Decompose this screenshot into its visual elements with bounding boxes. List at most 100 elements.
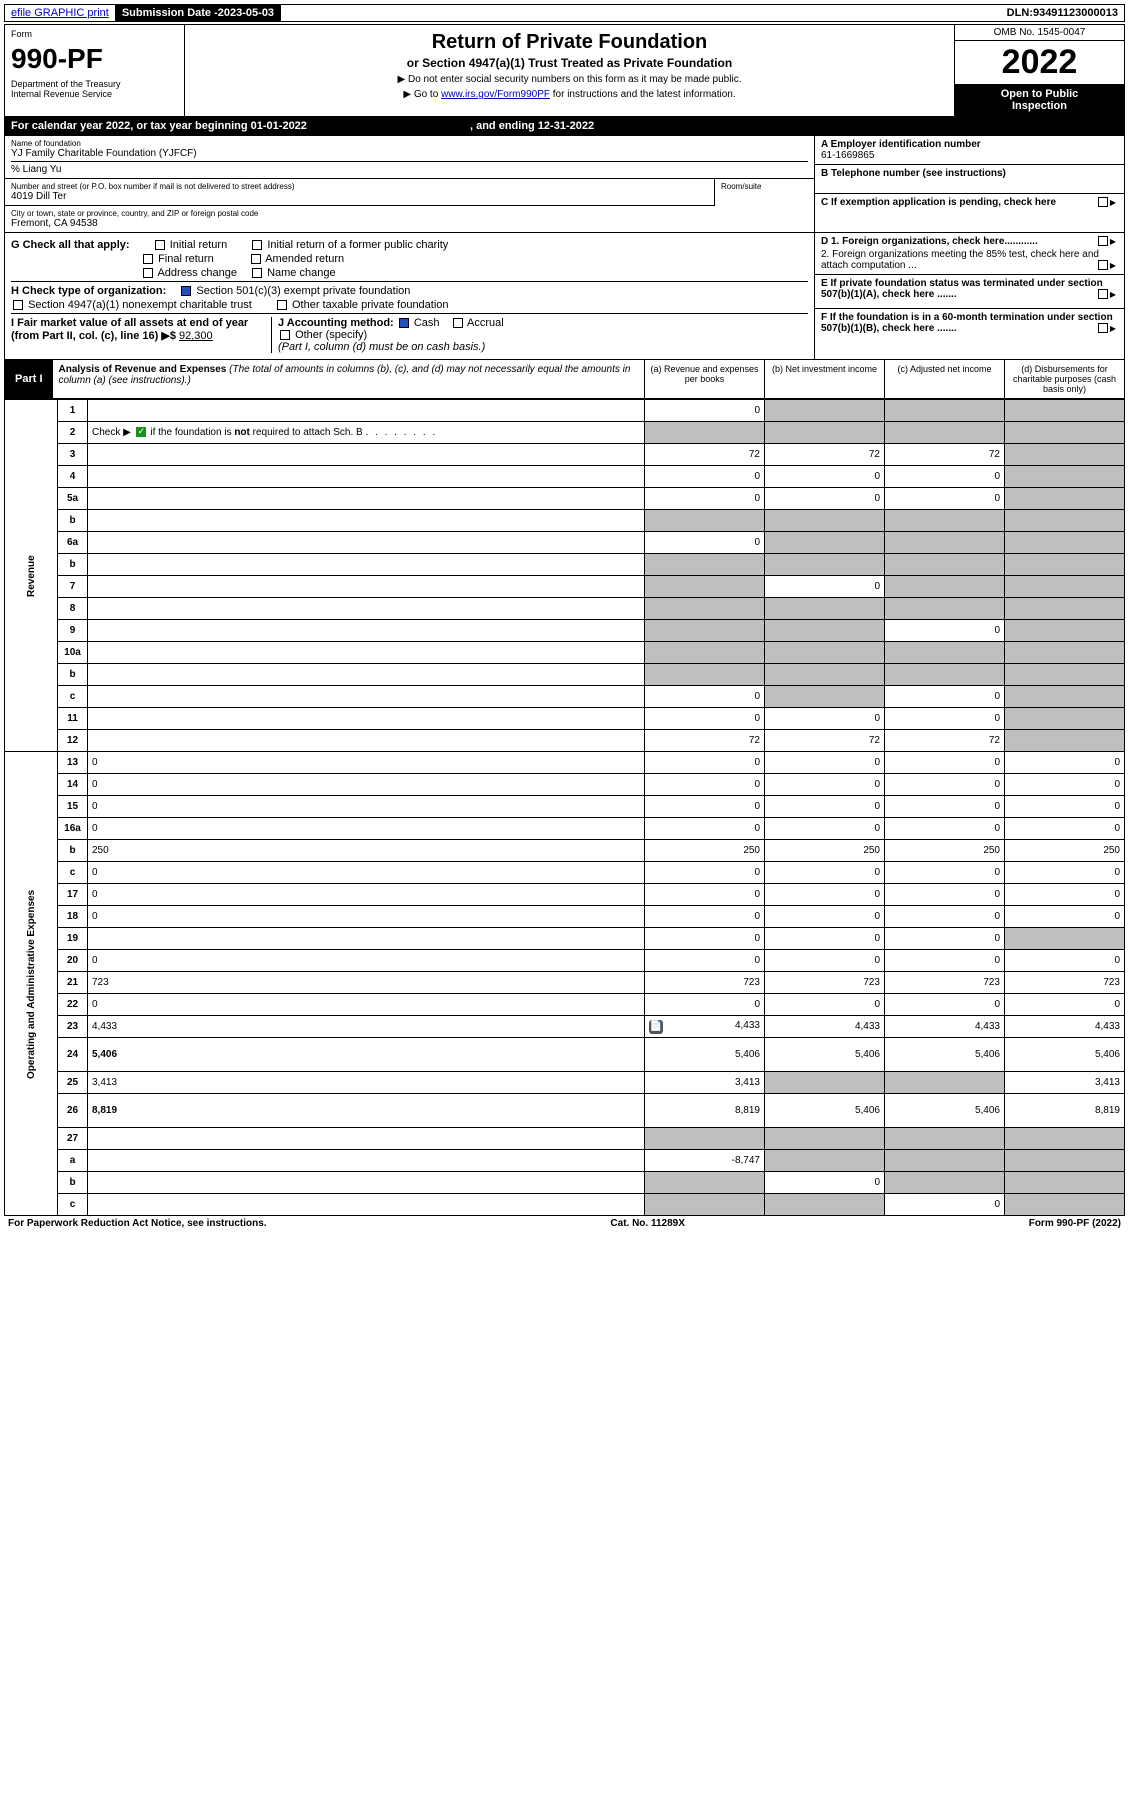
footer-left: For Paperwork Reduction Act Notice, see … bbox=[8, 1218, 267, 1229]
cell-col-d: 3,413 bbox=[1005, 1072, 1125, 1094]
g-row: G Check all that apply: Initial return I… bbox=[11, 239, 808, 251]
form-link[interactable]: www.irs.gov/Form990PF bbox=[441, 89, 550, 100]
cell-col-d: 8,819 bbox=[1005, 1094, 1125, 1128]
address-change-checkbox[interactable] bbox=[143, 268, 153, 278]
cell-col-a: 0 bbox=[645, 774, 765, 796]
table-row: 21723723723723723 bbox=[5, 972, 1125, 994]
table-row: 6a0 bbox=[5, 532, 1125, 554]
foreign-org-checkbox[interactable] bbox=[1098, 236, 1108, 246]
cell-col-c: 72 bbox=[885, 730, 1005, 752]
line-description: Check ▶ if the foundation is not require… bbox=[88, 422, 645, 444]
line-description bbox=[88, 1172, 645, 1194]
cell-col-c bbox=[885, 510, 1005, 532]
submission-date: Submission Date - 2023-05-03 bbox=[116, 5, 281, 21]
cell-col-a: 0 bbox=[645, 466, 765, 488]
line-number: 18 bbox=[58, 906, 88, 928]
exemption-pending-checkbox[interactable] bbox=[1098, 197, 1108, 207]
cell-col-d: 0 bbox=[1005, 774, 1125, 796]
cell-col-c bbox=[885, 422, 1005, 444]
col-d-header: (d) Disbursements for charitable purpose… bbox=[1004, 360, 1124, 398]
form-number: 990-PF bbox=[11, 43, 178, 75]
ein-value: 61-1669865 bbox=[821, 150, 1118, 161]
entity-info: Name of foundation YJ Family Charitable … bbox=[4, 136, 1125, 233]
cell-col-c: 0 bbox=[885, 620, 1005, 642]
f-cell: F If the foundation is in a 60-month ter… bbox=[815, 309, 1124, 343]
cell-col-b bbox=[765, 422, 885, 444]
line-number: b bbox=[58, 1172, 88, 1194]
cell-col-a: 723 bbox=[645, 972, 765, 994]
line-description: 0 bbox=[88, 752, 645, 774]
table-row: b bbox=[5, 554, 1125, 576]
line-number: 15 bbox=[58, 796, 88, 818]
cell-col-b bbox=[765, 1072, 885, 1094]
cell-col-a bbox=[645, 1194, 765, 1216]
cell-col-d bbox=[1005, 730, 1125, 752]
line-number: c bbox=[58, 1194, 88, 1216]
cell-col-b: 723 bbox=[765, 972, 885, 994]
table-row: 19000 bbox=[5, 928, 1125, 950]
cell-col-d bbox=[1005, 1128, 1125, 1150]
cell-col-c: 0 bbox=[885, 774, 1005, 796]
cell-col-c: 0 bbox=[885, 752, 1005, 774]
city-state-zip: Fremont, CA 94538 bbox=[11, 218, 808, 229]
name-change-checkbox[interactable] bbox=[252, 268, 262, 278]
line-number: 12 bbox=[58, 730, 88, 752]
cell-col-c: 0 bbox=[885, 686, 1005, 708]
cell-col-d bbox=[1005, 532, 1125, 554]
table-row: 70 bbox=[5, 576, 1125, 598]
cell-col-c: 0 bbox=[885, 488, 1005, 510]
cell-col-d bbox=[1005, 510, 1125, 532]
schb-not-required-checkbox[interactable] bbox=[136, 427, 146, 437]
60month-termination-checkbox[interactable] bbox=[1098, 323, 1108, 333]
line-number: a bbox=[58, 1150, 88, 1172]
cell-col-c: 0 bbox=[885, 466, 1005, 488]
cell-col-a: 0 bbox=[645, 862, 765, 884]
table-row: 27 bbox=[5, 1128, 1125, 1150]
cell-col-b bbox=[765, 664, 885, 686]
omb-number: OMB No. 1545-0047 bbox=[955, 25, 1124, 41]
final-return-checkbox[interactable] bbox=[143, 254, 153, 264]
cell-col-b: 5,406 bbox=[765, 1094, 885, 1128]
cell-col-d bbox=[1005, 598, 1125, 620]
foreign-85pct-checkbox[interactable] bbox=[1098, 260, 1108, 270]
line-number: c bbox=[58, 686, 88, 708]
year-block: OMB No. 1545-0047 2022 Open to PublicIns… bbox=[954, 25, 1124, 116]
g-row-2: Final return Amended return bbox=[141, 253, 808, 265]
dln: DLN: 93491123000013 bbox=[1001, 5, 1124, 21]
table-row: a-8,747 bbox=[5, 1150, 1125, 1172]
city-cell: City or town, state or province, country… bbox=[5, 206, 814, 232]
table-row: 23 4,433📄4,4334,4334,4334,433 bbox=[5, 1016, 1125, 1038]
cell-col-c: 0 bbox=[885, 796, 1005, 818]
initial-return-checkbox[interactable] bbox=[155, 240, 165, 250]
cell-col-c: 72 bbox=[885, 444, 1005, 466]
dept: Department of the Treasury bbox=[11, 79, 178, 89]
cell-col-b: 0 bbox=[765, 708, 885, 730]
cell-col-d bbox=[1005, 444, 1125, 466]
line-number: 24 bbox=[58, 1038, 88, 1072]
amended-return-checkbox[interactable] bbox=[251, 254, 261, 264]
other-method-checkbox[interactable] bbox=[280, 330, 290, 340]
line-number: 16a bbox=[58, 818, 88, 840]
4947a1-checkbox[interactable] bbox=[13, 300, 23, 310]
line-number: b bbox=[58, 664, 88, 686]
line-description bbox=[88, 466, 645, 488]
status-terminated-checkbox[interactable] bbox=[1098, 289, 1108, 299]
table-row: 253,4133,4133,413 bbox=[5, 1072, 1125, 1094]
cash-method-checkbox[interactable] bbox=[399, 318, 409, 328]
line-description bbox=[88, 554, 645, 576]
attachment-icon[interactable]: 📄 bbox=[649, 1020, 663, 1034]
cell-col-b: 0 bbox=[765, 488, 885, 510]
phone-cell: B Telephone number (see instructions) bbox=[815, 165, 1124, 194]
accrual-method-checkbox[interactable] bbox=[453, 318, 463, 328]
other-taxable-checkbox[interactable] bbox=[277, 300, 287, 310]
line-description: 0 bbox=[88, 862, 645, 884]
former-public-charity-checkbox[interactable] bbox=[252, 240, 262, 250]
501c3-checkbox[interactable] bbox=[181, 286, 191, 296]
cell-col-b: 0 bbox=[765, 576, 885, 598]
cell-col-d: 4,433 bbox=[1005, 1016, 1125, 1038]
efile-print-link[interactable]: efile GRAPHIC print bbox=[5, 5, 116, 21]
cell-col-b: 0 bbox=[765, 818, 885, 840]
col-a-header: (a) Revenue and expenses per books bbox=[644, 360, 764, 398]
cell-col-d: 723 bbox=[1005, 972, 1125, 994]
line-description: 0 bbox=[88, 818, 645, 840]
